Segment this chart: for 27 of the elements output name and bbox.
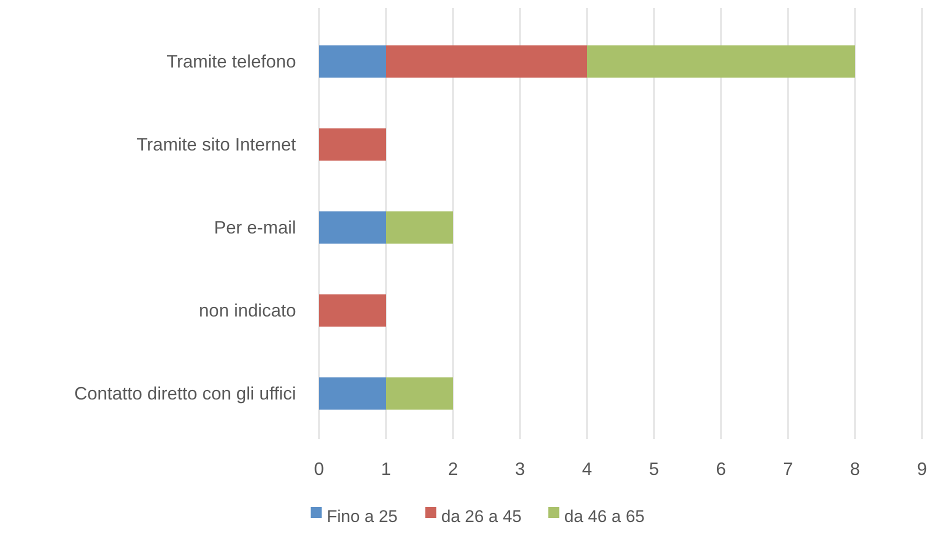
- legend-label: da 26 a 45: [441, 507, 522, 526]
- bar: [587, 45, 855, 78]
- y-tick-label: Tramite telefono: [166, 52, 296, 72]
- legend-label: Fino a 25: [326, 507, 398, 526]
- x-tick-label: 8: [850, 459, 860, 479]
- x-tick-label: 0: [314, 459, 324, 479]
- bar: [319, 211, 386, 244]
- bar: [386, 45, 587, 78]
- bar: [319, 294, 386, 327]
- y-tick-label: non indicato: [198, 300, 296, 320]
- bar: [319, 128, 386, 161]
- bar: [319, 377, 386, 410]
- x-tick-label: 4: [582, 459, 592, 479]
- y-tick-label: Contatto diretto con gli uffici: [74, 384, 296, 404]
- x-tick-label: 9: [916, 459, 928, 479]
- bar: [386, 377, 453, 410]
- x-tick-label: 3: [514, 459, 526, 479]
- x-tick-label: 1: [380, 459, 392, 479]
- x-tick-label: 6: [716, 459, 726, 479]
- bar: [319, 45, 386, 78]
- bar: [386, 211, 453, 244]
- y-tick-label: Tramite sito Internet: [136, 134, 296, 154]
- x-tick-label: 2: [448, 459, 458, 479]
- x-tick-label: 7: [782, 459, 794, 479]
- x-tick-label: 5: [648, 459, 660, 479]
- y-tick-label: Per e-mail: [214, 218, 296, 238]
- legend-label: da 46 a 65: [564, 507, 645, 526]
